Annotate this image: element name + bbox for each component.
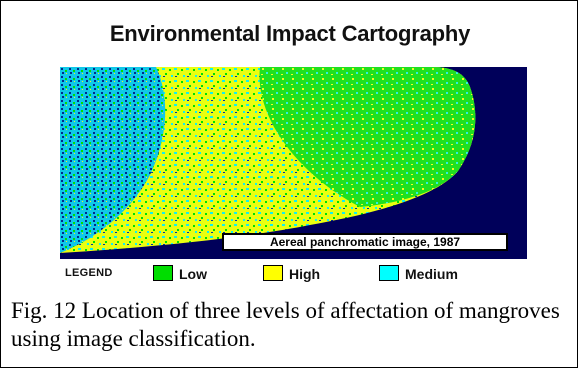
classification-map [60,67,527,259]
legend-swatch-high [263,265,283,281]
legend-swatch-low [153,265,173,281]
legend-swatch-medium [379,265,399,281]
map-caption: Aereal panchromatic image, 1987 [222,233,508,251]
medium-affectation-zone [60,67,166,253]
legend: LEGEND Low High Medium [1,263,578,287]
classification-map-image [60,67,527,259]
figure-caption: Fig. 12 Location of three levels of affe… [11,298,560,351]
figure-title: Environmental Impact Cartography [109,21,471,46]
legend-title: LEGEND [65,267,113,279]
legend-label-low: Low [179,266,207,282]
low-affectation-zone [259,67,476,207]
legend-label-high: High [289,266,321,282]
legend-label-medium: Medium [405,266,458,282]
